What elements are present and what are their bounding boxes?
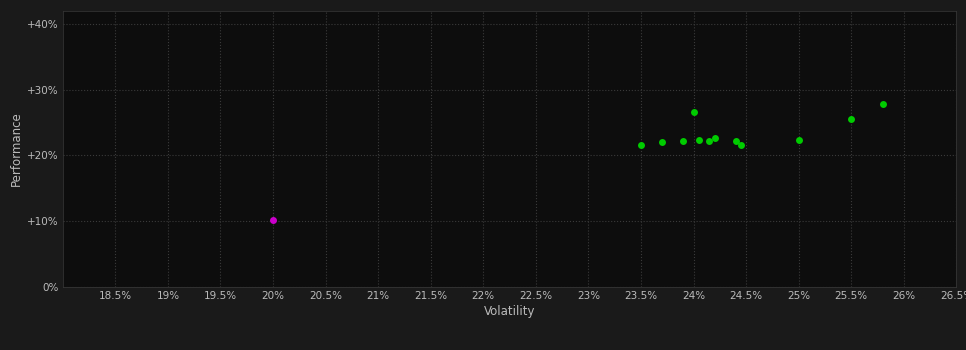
Y-axis label: Performance: Performance xyxy=(10,111,23,186)
Point xyxy=(691,137,706,142)
Point xyxy=(675,138,691,144)
Point xyxy=(266,217,281,223)
Point xyxy=(843,116,859,122)
Point xyxy=(686,109,701,115)
Point xyxy=(791,137,807,142)
Point xyxy=(634,143,649,148)
Point xyxy=(727,138,743,144)
Point xyxy=(707,135,723,141)
Point xyxy=(733,143,749,148)
Point xyxy=(701,138,717,144)
X-axis label: Volatility: Volatility xyxy=(484,305,535,318)
Point xyxy=(875,101,891,107)
Point xyxy=(654,139,669,144)
